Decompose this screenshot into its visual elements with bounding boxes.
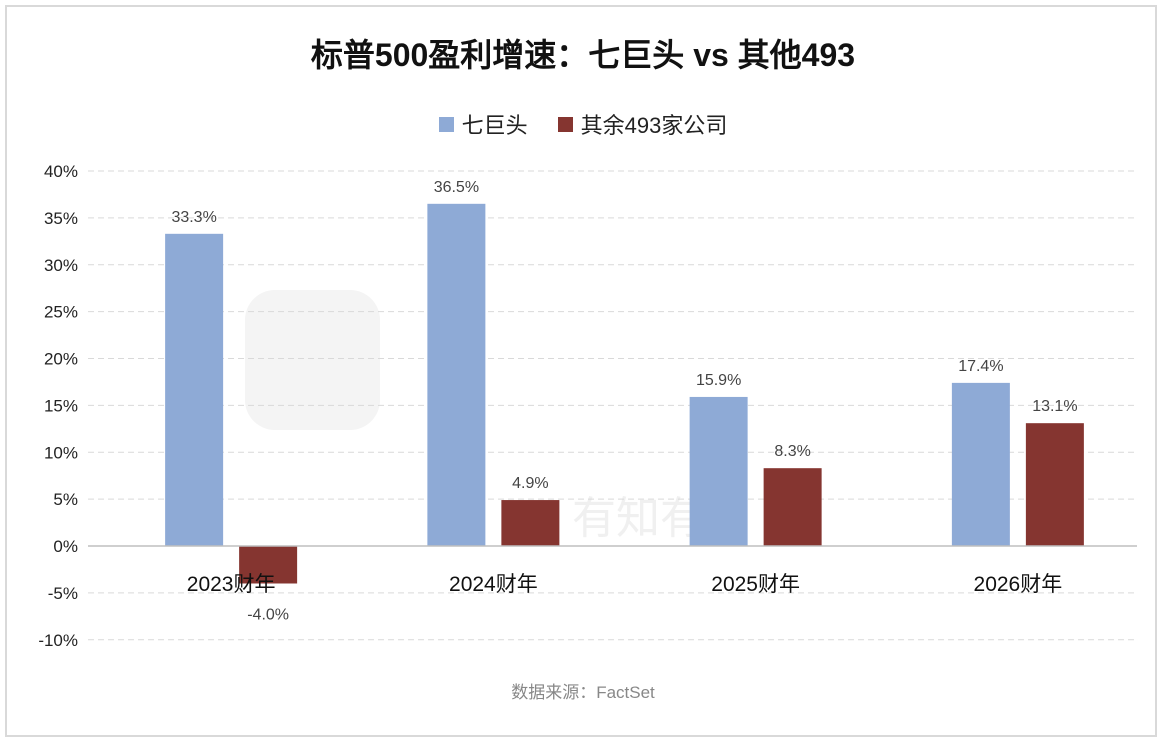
y-tick-label: 0% [53,537,78,556]
legend-swatch-series2 [557,116,573,132]
bar-magnificent7 [951,382,1010,546]
y-tick-label: 30% [44,256,78,275]
y-tick-label: 35% [44,209,78,228]
y-tick-label: 15% [44,396,78,415]
source-note: 数据来源：FactSet [511,683,655,702]
legend-item-series2: 其余493家公司 [557,108,728,140]
y-tick-label: -5% [48,584,78,603]
legend-label-series1: 七巨头 [461,113,528,138]
bar-magnificent7 [689,396,748,546]
chart-title: 标普500盈利增速：七巨头 vs 其他493 [310,37,856,73]
data-label: 17.4% [958,358,1003,375]
legend-swatch-series1 [438,116,454,132]
bar-magnificent7 [165,233,224,546]
data-label: 13.1% [1032,398,1077,415]
x-tick-label: 2023财年 [187,573,276,596]
y-tick-label: 20% [44,350,78,369]
data-label: 36.5% [434,179,479,196]
y-tick-label: 40% [44,162,78,181]
legend: 七巨头 其余493家公司 [0,108,1166,140]
bar-other493 [239,546,298,584]
x-tick-label: 2025财年 [711,573,800,596]
bar-other493 [501,500,560,546]
data-label: 8.3% [774,443,810,460]
y-tick-label: 25% [44,303,78,322]
x-tick-label: 2024财年 [449,573,538,596]
legend-item-series1: 七巨头 [438,108,528,140]
legend-label-series2: 其余493家公司 [580,113,728,138]
chart-frame [5,5,1157,737]
y-tick-label: -10% [38,631,78,650]
data-label: 4.9% [512,475,548,492]
bar-other493 [1025,423,1084,546]
y-tick-label: 5% [53,490,78,509]
data-label: -4.0% [247,607,289,624]
bar-magnificent7 [427,203,486,546]
data-label: 15.9% [696,372,741,389]
watermark-logo [245,290,380,430]
data-label: 33.3% [171,209,216,226]
y-tick-label: 10% [44,443,78,462]
x-tick-label: 2026财年 [974,573,1063,596]
bar-other493 [763,468,822,546]
